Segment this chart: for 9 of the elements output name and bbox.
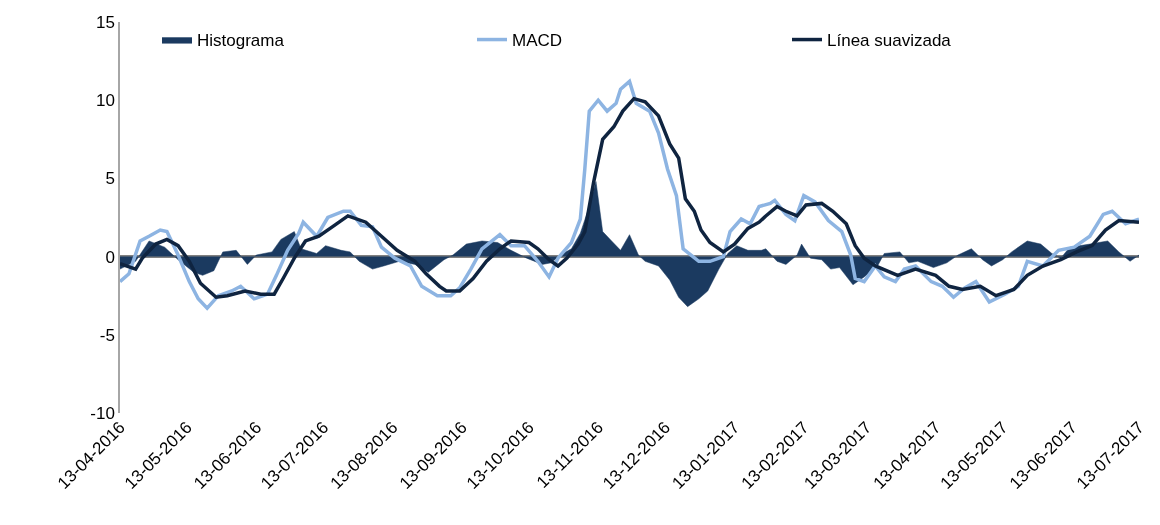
- y-tick-label: 0: [105, 247, 115, 267]
- y-tick-label: 5: [105, 169, 115, 189]
- legend-label: Histograma: [197, 31, 285, 51]
- legend-label: MACD: [512, 31, 563, 51]
- y-tick-label: -10: [90, 403, 115, 423]
- y-tick-label: 10: [95, 91, 115, 111]
- legend-label: Línea suavizada: [827, 31, 952, 51]
- y-tick-label: -5: [99, 325, 115, 345]
- y-tick-label: 15: [95, 12, 115, 32]
